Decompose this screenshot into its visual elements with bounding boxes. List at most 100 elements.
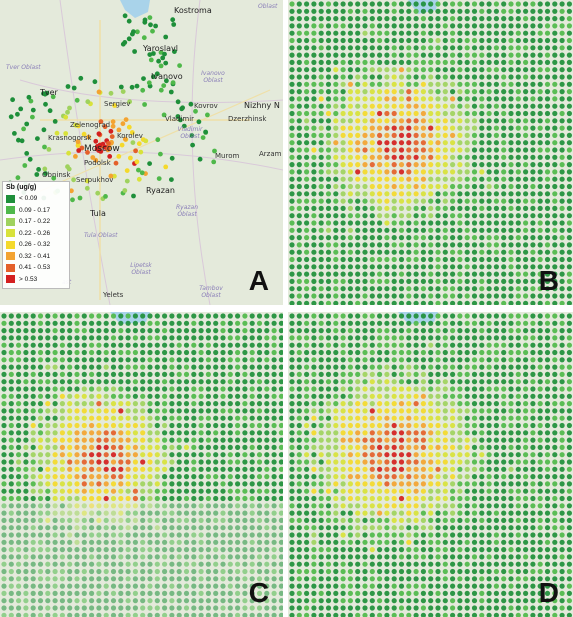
grid-point xyxy=(435,227,441,233)
sampling-site xyxy=(18,106,24,112)
grid-point xyxy=(103,422,109,429)
grid-point xyxy=(347,191,353,197)
grid-point xyxy=(289,81,295,87)
grid-point xyxy=(398,103,405,109)
grid-point xyxy=(296,349,302,356)
grid-point xyxy=(398,59,405,65)
grid-point xyxy=(530,37,536,44)
grid-point xyxy=(493,147,499,153)
grid-point xyxy=(355,191,361,197)
grid-point xyxy=(566,154,572,160)
grid-point xyxy=(96,444,102,450)
grid-point xyxy=(162,328,168,334)
legend-item: 0.09 - 0.17 xyxy=(6,205,66,217)
grid-point xyxy=(23,422,29,429)
grid-point xyxy=(457,67,463,73)
grid-point xyxy=(8,525,14,531)
grid-point xyxy=(140,437,146,443)
grid-point xyxy=(132,444,138,450)
grid-point xyxy=(428,364,434,370)
grid-point xyxy=(530,256,536,263)
grid-point xyxy=(162,539,168,545)
grid-point xyxy=(420,576,426,582)
grid-point xyxy=(45,605,51,611)
grid-point xyxy=(384,96,390,102)
grid-point xyxy=(311,452,317,458)
grid-point xyxy=(457,510,463,516)
grid-point xyxy=(413,481,419,487)
grid-point xyxy=(501,278,507,284)
grid-point xyxy=(450,437,456,443)
grid-point xyxy=(154,415,160,421)
grid-point xyxy=(304,293,310,299)
grid-point xyxy=(435,328,441,334)
grid-point xyxy=(30,561,36,567)
grid-point xyxy=(8,576,14,582)
grid-point xyxy=(493,452,499,458)
sampling-site xyxy=(113,160,119,166)
grid-point xyxy=(96,408,102,414)
grid-point xyxy=(435,437,441,443)
grid-point xyxy=(435,140,441,146)
grid-point xyxy=(8,408,14,414)
grid-point xyxy=(271,444,277,450)
grid-point xyxy=(537,488,543,494)
grid-point xyxy=(544,554,551,560)
grid-point xyxy=(428,547,434,553)
grid-point xyxy=(118,474,124,480)
grid-point xyxy=(125,430,131,436)
grid-point xyxy=(471,547,478,553)
grid-point xyxy=(544,466,551,472)
grid-point xyxy=(544,532,551,538)
grid-point xyxy=(413,532,419,538)
grid-point xyxy=(183,598,190,604)
grid-point xyxy=(37,517,44,523)
grid-point xyxy=(442,81,448,87)
grid-point xyxy=(52,422,58,429)
grid-point xyxy=(296,286,302,292)
sampling-site xyxy=(124,178,130,184)
grid-point xyxy=(304,466,310,472)
grid-point xyxy=(355,249,361,255)
grid-point xyxy=(501,415,507,421)
grid-point xyxy=(45,590,51,596)
grid-point xyxy=(125,612,131,617)
grid-point xyxy=(67,371,73,377)
grid-point xyxy=(523,547,529,553)
grid-point xyxy=(398,256,405,263)
grid-point xyxy=(132,364,138,370)
grid-point xyxy=(67,430,73,436)
grid-point xyxy=(479,328,485,334)
grid-point xyxy=(256,364,263,370)
grid-point xyxy=(420,154,426,160)
grid-point xyxy=(552,205,558,211)
grid-point xyxy=(566,67,572,73)
grid-point xyxy=(59,379,65,385)
region-label: Tambov Oblast xyxy=(199,285,223,299)
sampling-site xyxy=(71,177,76,183)
grid-point xyxy=(435,466,441,472)
grid-point xyxy=(205,437,211,443)
grid-point xyxy=(559,408,565,414)
grid-point xyxy=(450,510,456,516)
grid-point xyxy=(369,67,375,73)
grid-point xyxy=(169,371,175,377)
grid-point xyxy=(377,444,383,450)
grid-point xyxy=(45,430,51,436)
grid-point xyxy=(81,313,87,319)
grid-point xyxy=(406,474,412,480)
grid-point xyxy=(325,198,332,204)
grid-point xyxy=(515,474,521,480)
grid-point xyxy=(30,466,36,472)
grid-point xyxy=(347,271,353,277)
grid-point xyxy=(523,110,529,117)
grid-point xyxy=(442,264,448,270)
grid-point xyxy=(566,81,572,87)
grid-point xyxy=(391,278,397,284)
grid-point xyxy=(486,220,492,226)
grid-point xyxy=(391,169,397,175)
grid-point xyxy=(296,437,302,443)
grid-point xyxy=(450,525,456,531)
grid-point xyxy=(132,342,138,348)
city-label: Yaroslavl xyxy=(143,44,178,53)
